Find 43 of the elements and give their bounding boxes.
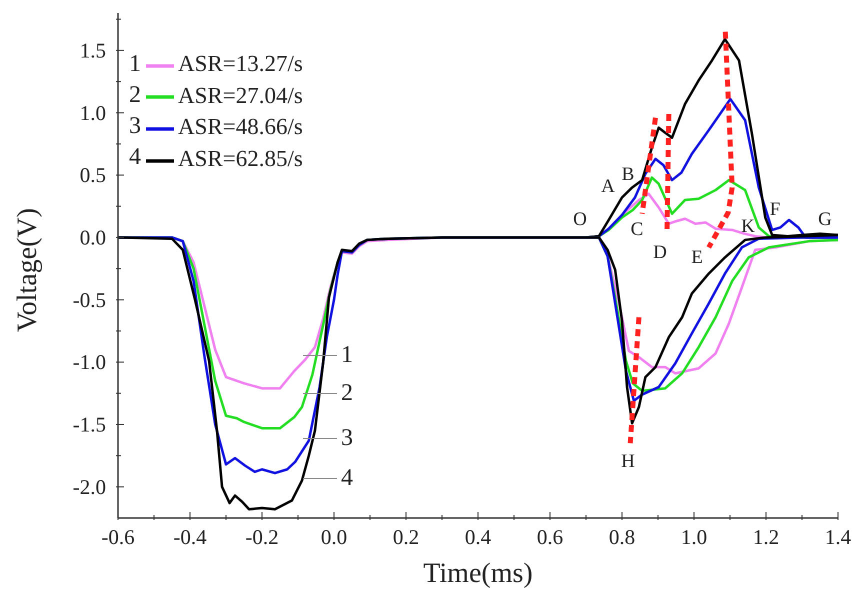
x-tick-label: 0.2	[392, 525, 420, 549]
annotation: D	[653, 241, 667, 265]
x-tick-label: -0.6	[101, 525, 135, 549]
annotation: 1	[341, 342, 353, 368]
x-tick-label: 0.4	[464, 525, 492, 549]
y-tick-label: -1.5	[72, 412, 106, 436]
annotation: K	[741, 215, 755, 239]
annotation: 4	[129, 144, 141, 170]
annotation: G	[818, 208, 832, 232]
y-tick-label: 1.0	[80, 100, 106, 125]
y-tick-label: 1.5	[80, 38, 106, 62]
legend-label: ASR=62.85/s	[178, 146, 303, 172]
annotation: 2	[129, 82, 141, 108]
annotation: 4	[341, 465, 353, 491]
y-axis-title: Voltage(V)	[11, 208, 44, 332]
annotation: O	[573, 208, 587, 232]
legend-label: ASR=13.27/s	[178, 51, 303, 76]
legend-label: ASR=48.66/s	[178, 114, 303, 140]
legend-label: ASR=27.04/s	[178, 82, 303, 108]
y-tick-label: -0.5	[72, 288, 106, 312]
y-tick-label: 0.5	[80, 163, 106, 188]
x-tick-label: 0.6	[536, 525, 564, 549]
x-tick-label: -0.2	[245, 525, 279, 549]
annotation: 1	[129, 51, 141, 77]
y-tick-label: -1.0	[72, 350, 106, 374]
y-tick-label: 0.0	[80, 225, 106, 250]
annotation: B	[622, 163, 634, 187]
x-tick-label: 0.0	[320, 525, 348, 549]
x-tick-label: 1.2	[752, 525, 780, 549]
x-tick-label: -0.4	[173, 525, 208, 549]
annotation: F	[770, 198, 780, 222]
annotation: C	[630, 218, 644, 242]
annotation: A	[601, 175, 615, 199]
annotation: E	[691, 246, 703, 270]
annotation: 3	[129, 113, 141, 139]
annotation: H	[621, 450, 635, 474]
x-tick-label: 1.0	[680, 525, 708, 549]
annotation: 3	[341, 425, 353, 451]
x-axis-title: Time(ms)	[422, 557, 534, 591]
annotation: 2	[341, 380, 353, 406]
y-tick-label: -2.0	[72, 474, 106, 499]
x-tick-label: 0.8	[608, 525, 636, 549]
x-tick-label: 1.4	[824, 525, 852, 549]
